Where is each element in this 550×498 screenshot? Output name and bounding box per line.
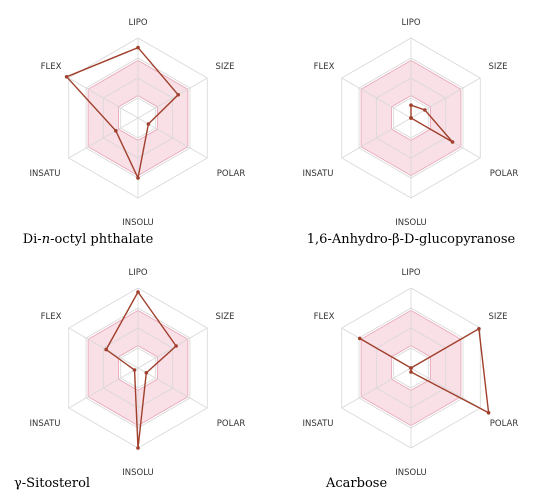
data-point-insolu: [409, 370, 413, 374]
data-point-size: [174, 344, 178, 348]
spoke-insatu: [68, 117, 139, 159]
spoke-size: [137, 327, 208, 369]
axis-label-flex: FLEX: [314, 312, 335, 322]
data-point-lipo: [136, 45, 140, 50]
axis-label-insatu: INSATU: [30, 169, 61, 179]
axis-label-insatu: INSATU: [303, 169, 334, 179]
data-point-polar: [450, 140, 455, 144]
optimal-range-band: [361, 60, 461, 176]
spoke-polar: [410, 367, 481, 409]
radar-panel-4: LIPO SIZE POLAR INSOLU INSATU FLEX Acarbose: [303, 268, 519, 491]
axis-label-polar: POLAR: [490, 169, 519, 179]
data-point-insolu: [136, 446, 140, 450]
axis-label-polar: POLAR: [217, 169, 246, 179]
axis-label-polar: POLAR: [490, 419, 519, 429]
axis-label-size: SIZE: [215, 312, 234, 322]
axis-label-lipo: LIPO: [128, 268, 147, 278]
data-point-lipo: [136, 290, 140, 294]
data-point-insatu: [132, 368, 137, 372]
axis-label-insolu: INSOLU: [395, 218, 427, 228]
axis-label-insolu: INSOLU: [122, 218, 154, 228]
spoke-flex: [68, 77, 139, 119]
spoke-flex: [68, 327, 139, 369]
data-point-insolu: [136, 176, 140, 180]
data-point-flex: [64, 75, 69, 79]
axis-label-size: SIZE: [488, 62, 507, 72]
axis-label-lipo: LIPO: [128, 18, 147, 28]
optimal-range-band: [88, 310, 188, 426]
data-point-lipo: [409, 103, 413, 107]
data-point-insatu: [409, 366, 413, 370]
chart-title: Acarbose: [325, 476, 387, 491]
spoke-size: [137, 77, 208, 119]
spoke-size: [410, 77, 481, 119]
data-point-polar: [144, 371, 149, 375]
data-point-polar: [486, 411, 491, 415]
axis-label-insolu: INSOLU: [395, 468, 427, 478]
data-point-flex: [104, 347, 108, 352]
optimal-range-band: [361, 310, 461, 426]
spoke-insatu: [341, 367, 412, 409]
spoke-polar: [137, 367, 208, 409]
radar-panel-1: LIPO SIZE POLAR INSOLU INSATU FLEX Di-n-octyl …: [23, 18, 246, 247]
radar-panel-3: LIPO SIZE POLAR INSOLU INSATU FLEX γ-Sitostero…: [14, 268, 245, 491]
data-point-size: [423, 108, 427, 112]
data-point-insatu: [114, 129, 118, 133]
spoke-insatu: [68, 367, 139, 409]
axis-label-flex: FLEX: [314, 62, 335, 72]
axis-label-flex: FLEX: [41, 312, 62, 322]
data-point-size: [477, 327, 481, 331]
axis-label-insatu: INSATU: [303, 419, 334, 429]
axis-label-lipo: LIPO: [401, 268, 420, 278]
spoke-flex: [341, 77, 412, 119]
axis-label-flex: FLEX: [41, 62, 62, 72]
data-point-polar: [146, 122, 151, 126]
data-point-size: [176, 93, 180, 97]
data-point-flex: [357, 336, 362, 341]
axis-label-size: SIZE: [488, 312, 507, 322]
axis-label-insatu: INSATU: [30, 419, 61, 429]
data-point-flex: [409, 116, 413, 120]
spoke-insatu: [341, 117, 412, 159]
chart-title: Di-n-octyl phthalate: [23, 232, 154, 247]
optimal-range-band: [88, 60, 188, 176]
axis-label-size: SIZE: [215, 62, 234, 72]
radar-panel-2: LIPO SIZE POLAR INSOLU INSATU FLEX 1,6-Anhydro…: [303, 18, 519, 247]
axis-label-polar: POLAR: [217, 419, 246, 429]
chart-title: 1,6-Anhydro-β-D-glucopyranose: [307, 232, 516, 247]
axis-label-lipo: LIPO: [401, 18, 420, 28]
axis-label-insolu: INSOLU: [122, 468, 154, 478]
chart-title: γ-Sitosterol: [14, 476, 90, 491]
